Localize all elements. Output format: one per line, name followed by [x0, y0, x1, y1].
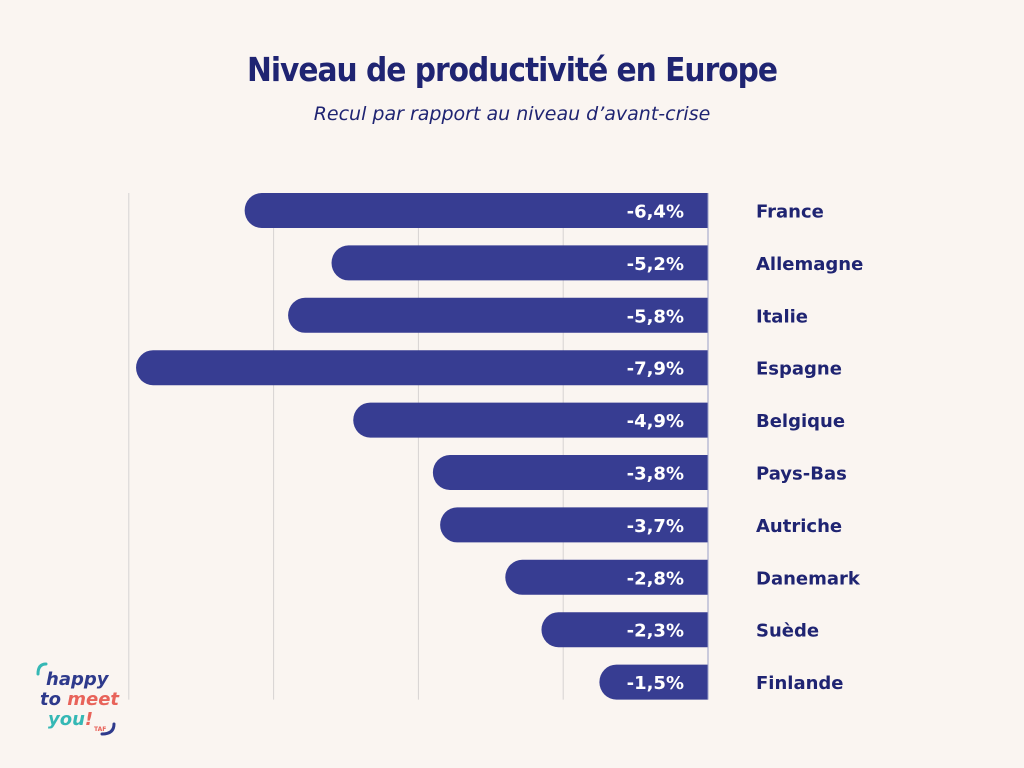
bar	[505, 559, 708, 595]
bar	[244, 193, 708, 228]
bar	[288, 297, 708, 333]
bar	[440, 507, 708, 543]
category-label: France	[756, 202, 824, 223]
data-label: -3,8%	[627, 464, 684, 485]
category-label: Autriche	[756, 516, 842, 537]
bar	[541, 612, 708, 648]
data-label: -5,2%	[627, 254, 684, 275]
bar	[136, 350, 709, 386]
data-label: -3,7%	[627, 516, 684, 537]
data-label: -1,5%	[627, 673, 684, 694]
category-label: Allemagne	[756, 254, 863, 275]
data-label: -2,8%	[627, 568, 684, 589]
chart-title: Niveau de productivité en Europe	[246, 50, 778, 89]
chart-subtitle: Recul par rapport au niveau d’avant-cris…	[313, 103, 711, 125]
data-label: -6,4%	[627, 202, 684, 223]
category-label: Espagne	[756, 359, 842, 380]
bar	[599, 664, 708, 700]
bar	[432, 455, 708, 490]
data-label: -2,3%	[627, 621, 684, 642]
category-label: Belgique	[756, 411, 845, 432]
data-label: -5,8%	[627, 306, 684, 327]
brand-logo: happy to meet you! TAF	[36, 662, 122, 742]
category-label: Pays-Bas	[756, 464, 847, 485]
category-label: Danemark	[756, 568, 861, 589]
category-label: Suède	[756, 621, 819, 642]
category-label: Finlande	[756, 673, 844, 694]
bar	[331, 245, 708, 281]
bar	[353, 402, 708, 438]
data-label: -4,9%	[627, 411, 684, 432]
data-label: -7,9%	[627, 359, 684, 380]
category-label: Italie	[756, 306, 808, 327]
